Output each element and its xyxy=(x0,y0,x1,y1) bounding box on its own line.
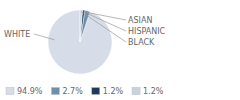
legend-swatch xyxy=(51,88,59,95)
legend-swatch xyxy=(92,88,100,95)
leader-line xyxy=(34,34,54,40)
legend-swatch xyxy=(6,88,14,95)
pie-slice xyxy=(48,10,112,74)
legend-label: 1.2% xyxy=(103,87,124,96)
legend-label: 1.2% xyxy=(143,87,164,96)
chart: WHITE ASIAN HISPANIC BLACK 94.9% 2.7% 1.2% 1.2% xyxy=(0,0,240,100)
slice-label: WHITE xyxy=(4,30,30,39)
slice-label: ASIAN xyxy=(128,16,152,25)
slice-label: HISPANIC xyxy=(128,27,166,36)
pie xyxy=(48,10,112,74)
legend-label: 2.7% xyxy=(62,87,83,96)
legend: 94.9% 2.7% 1.2% 1.2% xyxy=(6,87,164,96)
legend-label: 94.9% xyxy=(17,87,43,96)
slice-label: BLACK xyxy=(128,38,155,47)
leader-line xyxy=(81,12,126,42)
pie-slice xyxy=(80,10,85,42)
leader-line xyxy=(83,12,126,31)
pie-slice xyxy=(80,10,82,42)
legend-swatch xyxy=(132,88,140,95)
pie-slice xyxy=(80,10,90,42)
